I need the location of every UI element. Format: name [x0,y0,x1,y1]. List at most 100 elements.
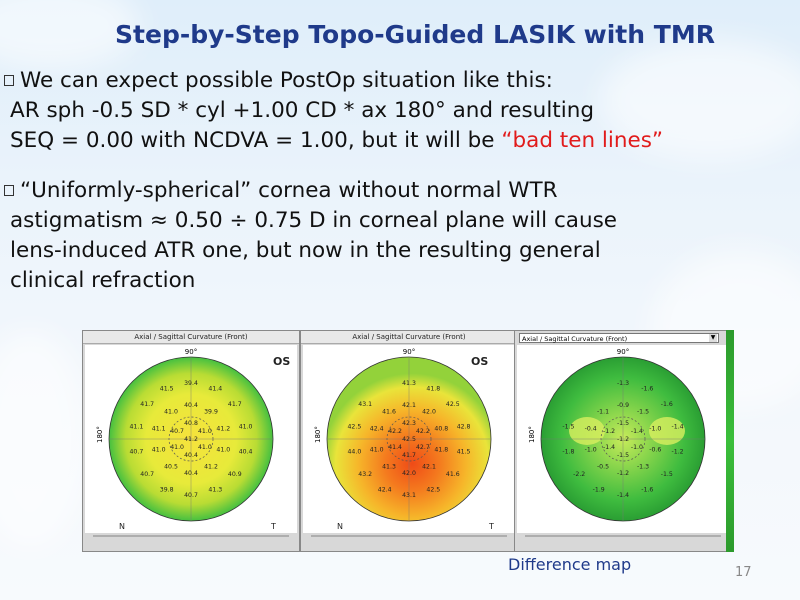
map-value-label: 42.7 [416,444,430,451]
map-value-label: 39.4 [184,380,198,387]
map-value-label: -1.5 [637,409,649,416]
page-number: 17 [735,565,752,580]
map-value-label: -1.1 [597,409,609,416]
map-value-label: 41.6 [446,471,460,478]
map-value-label: 42.0 [422,409,436,416]
map-value-label: 41.3 [382,464,396,471]
map-value-label: -1.5 [661,471,673,478]
degree-label-top: 90° [617,348,629,356]
map-value-label: 40.7 [130,449,144,456]
map-value-label: 41.0 [164,409,178,416]
map-value-label: 40.7 [140,471,154,478]
map-value-label: -1.6 [641,487,653,494]
map-value-label: 41.7 [228,401,242,408]
map-value-label: 39.8 [160,487,174,494]
topography-map-2: Axial / Sagittal Curvature (Front) 90° 1… [300,330,518,552]
map-values: 42.5 42.342.2 42.741.741.4 42.2 42.1 42.0 40.8… [348,380,471,499]
map-header: Axial / Sagittal Curvature (Front) [83,331,299,344]
bullet-marker [4,185,14,196]
map-value-label: 42.5 [348,424,362,431]
map-value-label: 40.7 [170,428,184,435]
degree-label-top: 90° [403,348,415,356]
map-header: Axial / Sagittal Curvature (Front) [301,331,517,344]
map-value-label: 41.5 [160,386,174,393]
map-scale-bar [311,535,507,537]
map-value-label: 42.2 [416,428,430,435]
map-value-label: -1.3 [617,380,629,387]
map-value-label: 42.2 [388,428,402,435]
map-value-label: 41.0 [239,424,253,431]
map-value-label: -1.2 [603,428,615,435]
map-value-label: 42.5 [402,436,416,443]
difference-color-scale [726,330,734,552]
map-value-label: -1.4 [617,492,629,499]
map-value-label: -1.8 [562,449,574,456]
map-value-label: -1.0 [649,426,661,433]
map-type-dropdown[interactable]: Axial / Sagittal Curvature (Front) ▼ [519,333,719,343]
map-value-label: 42.4 [378,487,392,494]
nasal-label: N [119,522,125,531]
map-scale-bar [525,535,721,537]
map-value-label: -0.4 [585,426,597,433]
map-value-label: 42.0 [402,470,416,477]
map-value-label: -1.2 [672,449,684,456]
bullet-2-line-3: lens-induced ATR one, but now in the res… [10,238,601,263]
map-svg-2: 90° 180° OS N T 42.5 42.342.2 42.741.741.4… [314,348,494,531]
map-value-label: -0.5 [597,464,609,471]
map-value-label: 39.9 [204,409,218,416]
eye-label: OS [273,355,290,368]
map-value-label: -0.6 [649,447,661,454]
map-value-label: 41.2 [184,436,198,443]
map-value-label: -1.5 [617,420,629,427]
map-value-label: 40.4 [184,470,198,477]
map-value-label: 40.8 [434,426,448,433]
map-value-label: 41.4 [208,386,222,393]
bullet-1-line-3: SEQ = 0.00 with NCDVA = 1.00, but it wil… [10,128,664,153]
map-value-label: 42.5 [426,487,440,494]
map-value-label: 41.3 [208,487,222,494]
map-value-label: -1.3 [637,464,649,471]
map-value-label: -1.4 [672,424,684,431]
map-value-label: 41.6 [382,409,396,416]
highlight-text: “bad ten lines” [501,128,664,153]
map-value-label: 43.1 [402,492,416,499]
bullet-marker [4,75,14,86]
map-value-label: -0.9 [617,402,629,409]
map-area: 90° 180° OS N T 41.2 40.8 41.0 41.0 40.4 41.0… [85,345,297,533]
map-value-label: -2.2 [573,471,585,478]
chevron-down-icon: ▼ [709,334,717,342]
degree-label-left: 180° [314,426,322,443]
map-svg-1: 90° 180° OS N T 41.240.841.041.040.441.0… [96,348,290,531]
map-value-label: -1.0 [631,444,643,451]
map-value-label: -1.4 [603,444,615,451]
map-scale-bar [93,535,289,537]
bullet-2: “Uniformly-spherical” cornea without nor… [4,176,617,296]
map-value-label: 40.7 [184,492,198,499]
map-values: -1.2-1.5-1.4-1.0-1.5-1.4-1.2-0.9-1.5-1.0… [562,380,683,499]
map-value-label: -1.2 [617,470,629,477]
bullet-1: We can expect possible PostOp situation … [4,66,663,156]
map-value-label: 43.2 [358,471,372,478]
bullet-1-line-1: We can expect possible PostOp situation … [4,66,663,96]
temporal-label: T [270,522,276,531]
map-value-label: 41.2 [204,464,218,471]
eye-label: OS [471,355,488,368]
map-value-label: 41.1 [152,426,166,433]
degree-label-left: 180° [96,426,104,443]
map-value-label: -1.4 [631,428,643,435]
map-value-label: 42.3 [402,420,416,427]
difference-map: Axial / Sagittal Curvature (Front) ▼ 90°… [514,330,732,552]
map-value-label: 41.1 [130,424,144,431]
degree-label-top: 90° [185,348,197,356]
slide-title: Step-by-Step Topo-Guided LASIK with TMR [115,20,715,49]
map-value-label: 40.4 [239,449,253,456]
map-value-label: 41.3 [402,380,416,387]
map-svg-3: 90° 180° -1.2-1.5-1.4-1.0-1.5-1.4-1.2-0.… [528,348,706,522]
map-value-label: 41.8 [434,447,448,454]
temporal-label: T [488,522,494,531]
bullet-2-line-2: astigmatism ≈ 0.50 ÷ 0.75 D in corneal p… [10,208,618,233]
map-value-label: 41.0 [370,447,384,454]
map-value-label: 41.7 [402,452,416,459]
map-value-label: 40.4 [184,402,198,409]
map-value-label: 41.5 [457,449,471,456]
